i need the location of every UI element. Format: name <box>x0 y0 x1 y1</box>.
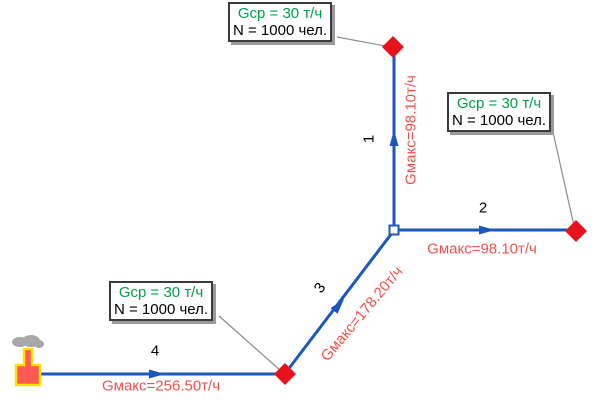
avg-flow-label: Gср = 30 т/ч <box>237 5 323 22</box>
pipe-4-max-flow-label: Gмакс=256.50т/ч <box>101 377 221 395</box>
flow-arrow-pipe-1 <box>389 130 399 146</box>
consumer-callout-middle[interactable]: Gср = 30 т/ч N = 1000 чел. <box>109 281 214 321</box>
population-label: N = 1000 чел. <box>114 301 209 318</box>
smoke-puff-icon <box>34 340 44 348</box>
avg-flow-label: Gср = 30 т/ч <box>456 95 542 112</box>
consumer-callout-top[interactable]: Gср = 30 т/ч N = 1000 чел. <box>228 2 333 42</box>
junction-node[interactable] <box>388 224 400 236</box>
avg-flow-label: Gср = 30 т/ч <box>118 284 204 301</box>
consumer-node-bottom[interactable] <box>274 363 296 385</box>
leader-line-top <box>336 36 386 47</box>
leader-line-right <box>552 131 575 227</box>
pipe-2-number: 2 <box>478 199 488 217</box>
leader-line-middle <box>218 315 282 372</box>
boiler-building-icon <box>14 347 42 387</box>
consumer-node-top[interactable] <box>382 36 404 58</box>
pipe-1-number: 1 <box>360 134 378 144</box>
consumer-node-right[interactable] <box>565 220 587 242</box>
flow-arrow-pipe-4 <box>149 369 165 379</box>
pipe-3[interactable] <box>285 232 394 372</box>
pipe-4-number: 4 <box>150 342 160 360</box>
consumer-callout-right[interactable]: Gср = 30 т/ч N = 1000 чел. <box>447 92 552 132</box>
flow-arrow-pipe-3 <box>330 299 344 314</box>
population-label: N = 1000 чел. <box>233 22 328 39</box>
pipe-1-max-flow-label: Gмакс=98.10т/ч <box>402 75 420 185</box>
heat-source-icon[interactable] <box>12 335 44 387</box>
population-label: N = 1000 чел. <box>452 112 547 129</box>
pipe-2-max-flow-label: Gмакс=98.10т/ч <box>427 240 537 258</box>
flow-arrow-pipe-2 <box>479 225 495 235</box>
